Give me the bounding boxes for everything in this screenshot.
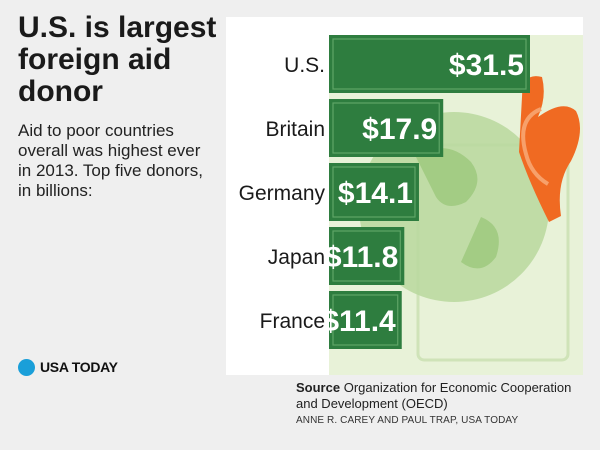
- bar-france: [329, 291, 402, 349]
- source-note: Source Organization for Economic Coopera…: [296, 380, 586, 412]
- chart-subtitle: Aid to poor countries overall was highes…: [18, 121, 203, 200]
- usa-today-logo: USA TODAY: [18, 356, 118, 378]
- bar-inner-border: [332, 38, 527, 90]
- data-label: $31.5: [449, 49, 524, 82]
- bars-group: $31.5 U.S. $17.9 Britain $14.1 Germany $11.8Ja…: [239, 35, 530, 349]
- credit-line: ANNE R. CAREY AND PAUL TRAP, USA TODAY: [296, 415, 519, 426]
- category-label: Britain: [265, 118, 325, 141]
- chart-title: U.S. is largest foreign aid donor: [18, 11, 217, 108]
- chart-panel: $31.5 U.S. $17.9 Britain $14.1 Germany $11.8 Ja…: [226, 17, 583, 375]
- globe-icon: [359, 112, 549, 302]
- category-label: France: [260, 310, 325, 333]
- category-label: Germany: [239, 182, 326, 205]
- bar-germany: [329, 163, 419, 221]
- data-label: $14.1: [338, 177, 413, 210]
- bar-inner-border: [332, 294, 399, 346]
- globe-continents-icon: [416, 148, 499, 269]
- category-label: U.S.: [284, 54, 325, 77]
- data-label: $11.4: [322, 305, 396, 338]
- bar-inner-border: [332, 166, 416, 218]
- hand-finger-icon: [521, 107, 550, 186]
- logo-text: USA TODAY: [40, 359, 118, 375]
- bar-britain: [329, 99, 444, 157]
- source-text: Organization for Economic Cooperation an…: [296, 380, 572, 411]
- bar-chart: $31.5 U.S. $17.9 Britain $14.1 Germany $11.8Ja…: [239, 35, 583, 375]
- category-label: Japan: [268, 246, 325, 269]
- bar-japan: [329, 227, 405, 285]
- bar-inner-border: [332, 102, 440, 154]
- data-label: $17.9: [362, 113, 437, 146]
- bar-us: [329, 35, 530, 93]
- bar-inner-border: [332, 230, 401, 282]
- data-label: $11.8: [325, 241, 398, 274]
- logo-dot-icon: [18, 358, 35, 376]
- source-label: Source: [296, 380, 341, 395]
